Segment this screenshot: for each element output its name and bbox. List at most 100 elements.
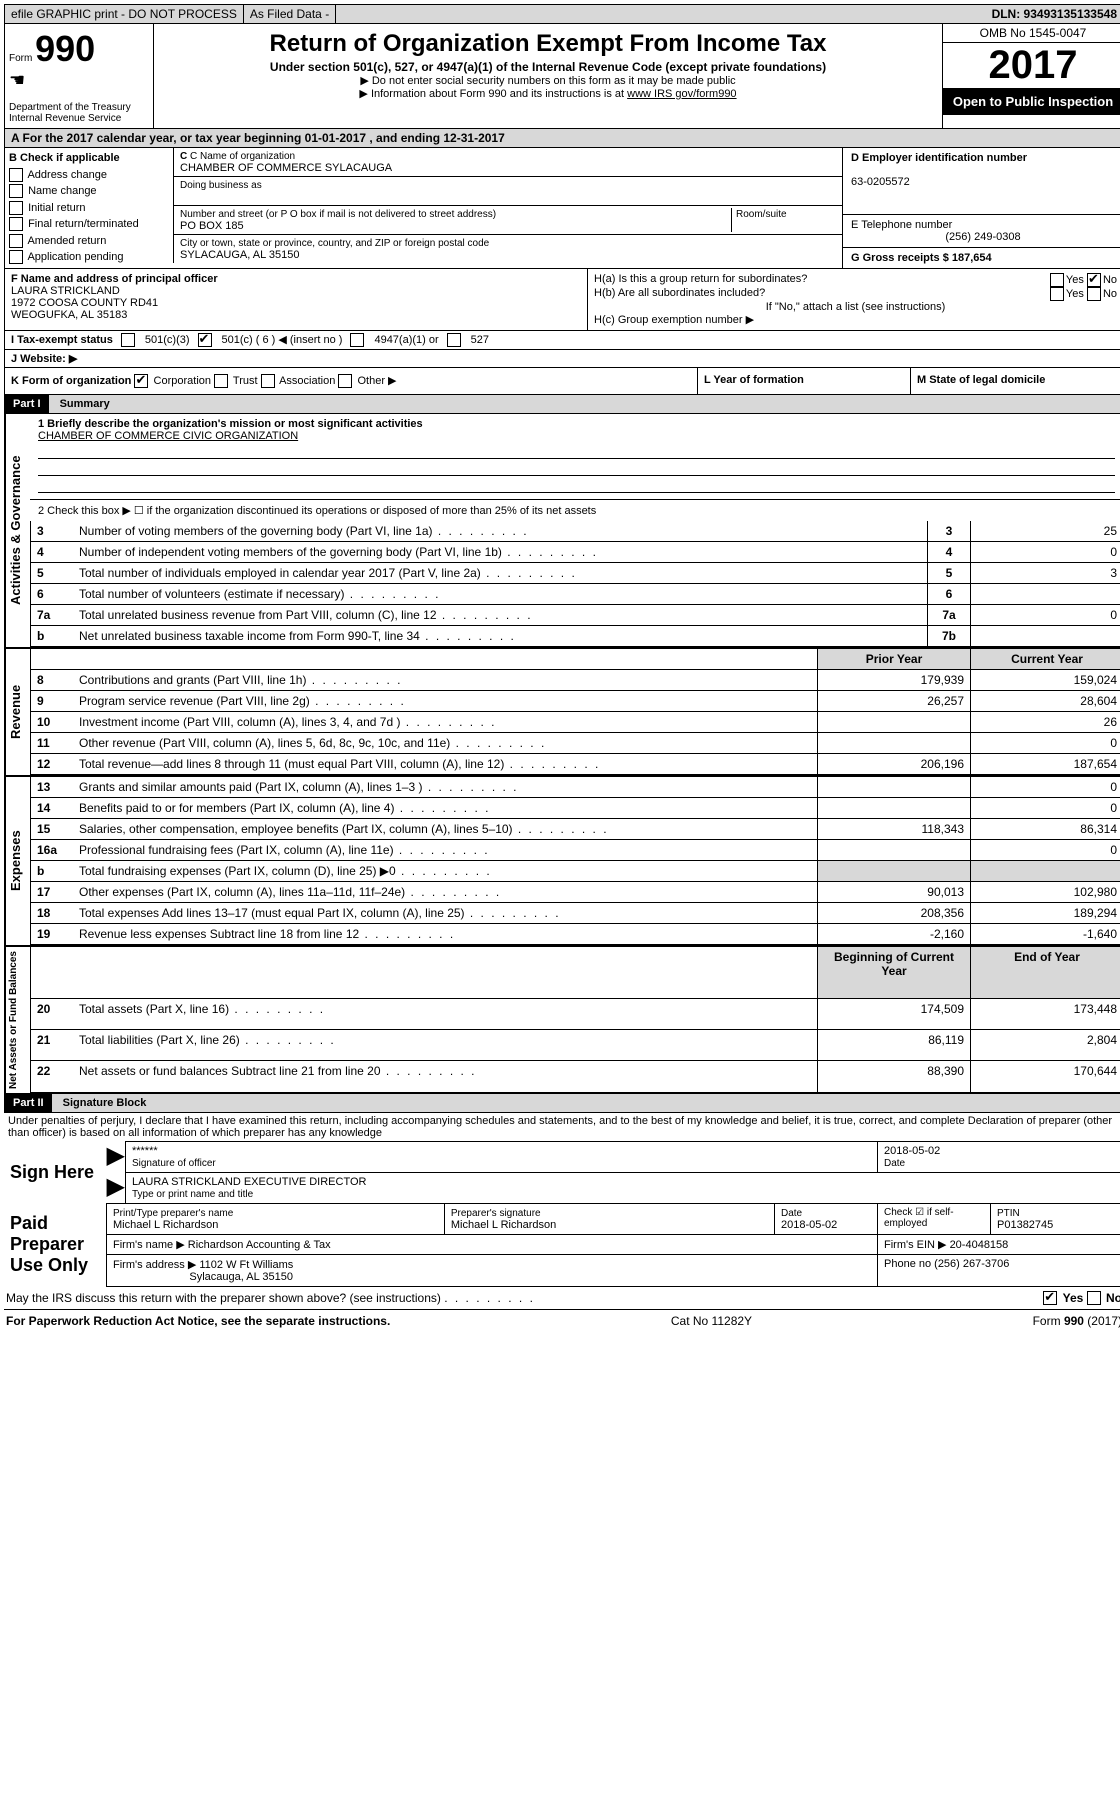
form-label: Form	[9, 53, 32, 64]
room-label: Room/suite	[736, 209, 787, 220]
l-label: L Year of formation	[704, 374, 804, 386]
line2: 2 Check this box ▶ ☐ if the organization…	[30, 500, 1120, 521]
k-assoc[interactable]	[261, 374, 275, 388]
hb-note: If "No," attach a list (see instructions…	[594, 301, 1117, 313]
line1-mission: CHAMBER OF COMMERCE CIVIC ORGANIZATION	[38, 430, 298, 442]
k-other[interactable]	[338, 374, 352, 388]
row-k: K Form of organization Corporation Trust…	[4, 368, 1120, 395]
paperwork-notice: For Paperwork Reduction Act Notice, see …	[6, 1314, 390, 1328]
i-501c[interactable]	[198, 333, 212, 347]
hb-yes[interactable]	[1050, 287, 1064, 301]
section-b: B Check if applicable Address change Nam…	[4, 148, 1120, 269]
prep-sig-label: Preparer's signature	[451, 1208, 541, 1219]
firm-addr-label: Firm's address ▶	[113, 1259, 196, 1271]
table-row: 18Total expenses Add lines 13–17 (must e…	[31, 902, 1120, 923]
expenses-table: 13Grants and similar amounts paid (Part …	[30, 777, 1120, 945]
form-number: 990	[35, 28, 95, 69]
i-label: I Tax-exempt status	[11, 334, 113, 346]
table-row: 14Benefits paid to or for members (Part …	[31, 797, 1120, 818]
hb-no[interactable]	[1087, 287, 1101, 301]
table-row: 20Total assets (Part X, line 16)174,5091…	[31, 998, 1120, 1029]
part2-header: Part II	[5, 1094, 52, 1112]
officer-addr2: WEOGUFKA, AL 35183	[11, 309, 127, 321]
city-label: City or town, state or province, country…	[180, 238, 489, 249]
sig-date: 2018-05-02	[884, 1145, 940, 1157]
k-label: K Form of organization	[11, 375, 131, 387]
i-527[interactable]	[447, 333, 461, 347]
check-name-change[interactable]	[9, 184, 23, 198]
check-self-employed: Check ☑ if self-employed	[878, 1203, 991, 1234]
g-label: G Gross receipts $ 187,654	[851, 252, 992, 264]
i-501c3[interactable]	[121, 333, 135, 347]
officer-type-label: Type or print name and title	[132, 1189, 253, 1200]
d-label: D Employer identification number	[851, 152, 1027, 164]
officer-name-title: LAURA STRICKLAND EXECUTIVE DIRECTOR	[132, 1176, 367, 1188]
top-bar: efile GRAPHIC print - DO NOT PROCESS As …	[4, 4, 1120, 24]
firm-addr2: Sylacauga, AL 35150	[189, 1271, 293, 1283]
discuss-yes[interactable]	[1043, 1291, 1057, 1305]
firm-ein: 20-4048158	[950, 1239, 1009, 1251]
form-header: Form 990 ☚ Department of the Treasury In…	[4, 24, 1120, 129]
irs-link[interactable]: www IRS gov/form990	[627, 88, 736, 100]
section-fh: F Name and address of principal officer …	[4, 269, 1120, 331]
table-row: 4Number of independent voting members of…	[31, 541, 1120, 562]
check-final-return[interactable]	[9, 217, 23, 231]
governance-table: 3Number of voting members of the governi…	[30, 521, 1120, 647]
org-name: CHAMBER OF COMMERCE SYLACAUGA	[180, 162, 392, 174]
form-subtitle: Under section 501(c), 527, or 4947(a)(1)…	[158, 60, 938, 74]
prep-date: 2018-05-02	[781, 1219, 837, 1231]
officer-name: LAURA STRICKLAND	[11, 285, 120, 297]
prep-sig: Michael L Richardson	[451, 1219, 556, 1231]
table-row: 12Total revenue—add lines 8 through 11 (…	[31, 753, 1120, 774]
officer-addr1: 1972 COOSA COUNTY RD41	[11, 297, 158, 309]
row-a: A For the 2017 calendar year, or tax yea…	[4, 129, 1120, 148]
asfiled-label: As Filed Data -	[244, 5, 336, 23]
part2-title: Signature Block	[55, 1097, 147, 1109]
table-row: 19Revenue less expenses Subtract line 18…	[31, 923, 1120, 944]
date-label: Date	[884, 1158, 905, 1169]
open-public-label: Open to Public Inspection	[943, 88, 1120, 115]
efile-label: efile GRAPHIC print - DO NOT PROCESS	[5, 5, 244, 23]
vert-net-assets: Net Assets or Fund Balances	[4, 947, 30, 1093]
table-row: 16aProfessional fundraising fees (Part I…	[31, 839, 1120, 860]
ptin: P01382745	[997, 1219, 1053, 1231]
row-i: I Tax-exempt status 501(c)(3) 501(c) ( 6…	[4, 331, 1120, 350]
discuss-no[interactable]	[1087, 1291, 1101, 1305]
ha-no[interactable]	[1087, 273, 1101, 287]
omb-number: OMB No 1545-0047	[943, 24, 1120, 43]
ptin-label: PTIN	[997, 1208, 1020, 1219]
i-4947[interactable]	[350, 333, 364, 347]
table-row: 5Total number of individuals employed in…	[31, 562, 1120, 583]
j-label: J Website: ▶	[11, 352, 77, 365]
k-corp[interactable]	[134, 374, 148, 388]
check-amended-return[interactable]	[9, 234, 23, 248]
cat-no: Cat No 11282Y	[671, 1314, 752, 1328]
table-row: 13Grants and similar amounts paid (Part …	[31, 777, 1120, 798]
addr-label: Number and street (or P O box if mail is…	[180, 209, 496, 220]
table-row: 17Other expenses (Part IX, column (A), l…	[31, 881, 1120, 902]
tax-year: 2017	[943, 43, 1120, 88]
check-address-change[interactable]	[9, 168, 23, 182]
dln-label: DLN: 93493135133548	[986, 5, 1120, 23]
vert-governance: Activities & Governance	[4, 414, 30, 647]
part1-header: Part I	[5, 395, 49, 413]
sig-officer-label: Signature of officer	[132, 1158, 216, 1169]
prep-date-label: Date	[781, 1208, 802, 1219]
check-initial-return[interactable]	[9, 201, 23, 215]
table-row: bTotal fundraising expenses (Part IX, co…	[31, 860, 1120, 881]
table-row: 7aTotal unrelated business revenue from …	[31, 604, 1120, 625]
ha-yes[interactable]	[1050, 273, 1064, 287]
form-footer: Form 990 (2017)	[1033, 1314, 1120, 1328]
hc-label: H(c) Group exemption number ▶	[594, 313, 1117, 326]
c-label: C C Name of organization	[180, 151, 295, 162]
firm-ein-label: Firm's EIN ▶	[884, 1239, 947, 1251]
sign-here-label: Sign Here	[4, 1141, 107, 1203]
table-row: 22Net assets or fund balances Subtract l…	[31, 1061, 1120, 1092]
dept-label: Department of the Treasury	[9, 102, 131, 113]
firm-phone: Phone no (256) 267-3706	[878, 1254, 1120, 1286]
line1-label: 1 Briefly describe the organization's mi…	[38, 418, 423, 430]
row-j: J Website: ▶	[4, 350, 1120, 368]
discuss-label: May the IRS discuss this return with the…	[6, 1291, 441, 1305]
k-trust[interactable]	[214, 374, 228, 388]
check-application-pending[interactable]	[9, 250, 23, 264]
